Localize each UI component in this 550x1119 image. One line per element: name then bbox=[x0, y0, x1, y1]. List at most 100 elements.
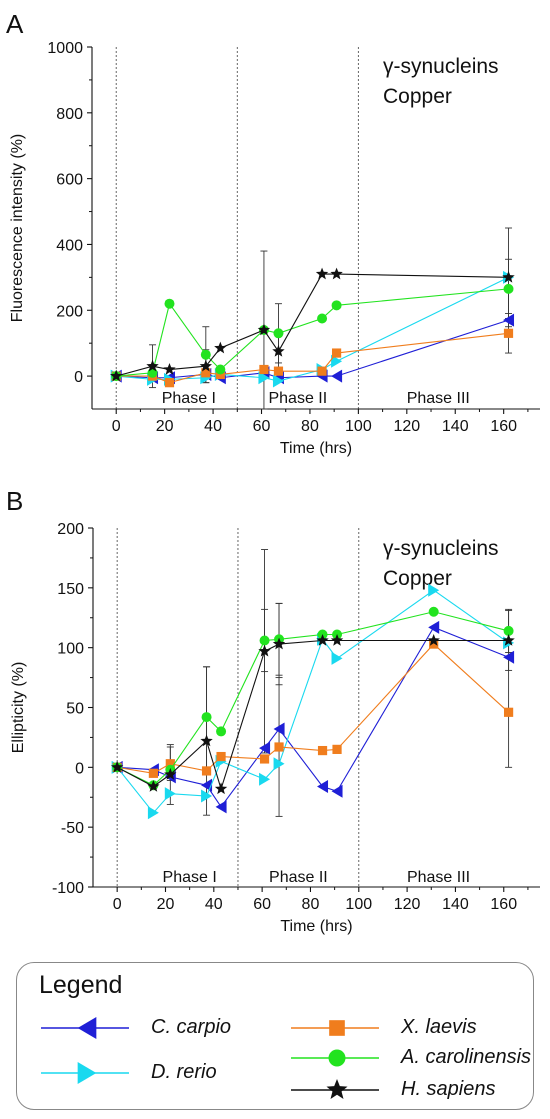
data-point-h-sapiens bbox=[272, 344, 285, 357]
data-point-x-laevis bbox=[201, 368, 211, 378]
legend-marker bbox=[77, 1061, 97, 1085]
phase-label: Phase II bbox=[269, 869, 328, 886]
data-point-a-carolinensis bbox=[273, 328, 284, 339]
y-tick-label: 200 bbox=[56, 303, 83, 320]
data-point-d-rerio bbox=[428, 583, 440, 597]
data-point-h-sapiens bbox=[502, 270, 515, 283]
data-point-h-sapiens bbox=[272, 637, 286, 650]
series-line-x-laevis bbox=[116, 332, 509, 384]
y-tick-label: 1000 bbox=[47, 40, 83, 57]
legend-label: D. rerio bbox=[151, 1061, 217, 1083]
y-tick-label: 400 bbox=[56, 237, 83, 254]
data-point-h-sapiens bbox=[147, 779, 160, 792]
chart-annotation: γ-synucleins bbox=[383, 537, 499, 560]
y-tick-label: -100 bbox=[52, 880, 84, 897]
x-tick-label: 0 bbox=[112, 418, 121, 435]
data-point-a-carolinensis bbox=[331, 300, 342, 311]
data-point-a-carolinensis bbox=[164, 298, 175, 309]
x-tick-label: 0 bbox=[113, 896, 122, 913]
x-tick-label: 80 bbox=[301, 418, 319, 435]
y-tick-label: -50 bbox=[61, 820, 84, 837]
panel-a-chart: A 0 200 400 600 800 1000 0 20 40 60 80 100 120 140 160 T… bbox=[6, 9, 540, 457]
data-point-x-laevis bbox=[259, 754, 270, 764]
x-tick-label: 100 bbox=[345, 896, 372, 913]
legend-swatch bbox=[291, 1049, 379, 1067]
chart-annotation: γ-synucleins bbox=[383, 55, 499, 78]
phase-label: Phase III bbox=[407, 869, 470, 886]
x-tick-label: 80 bbox=[302, 896, 320, 913]
data-point-x-laevis bbox=[317, 366, 327, 376]
phase-label: Phase I bbox=[163, 869, 217, 886]
data-point-x-laevis bbox=[165, 759, 175, 769]
y-axis-label: Ellipticity (%) bbox=[10, 662, 27, 754]
legend-entry-x-laevis: X. laevis bbox=[289, 1013, 539, 1043]
y-tick-label: 100 bbox=[57, 641, 84, 658]
panel-b-chart: B -100 -50 0 50 100 150 200 0 20 40 60 80 100 120 140 16… bbox=[6, 486, 540, 935]
x-tick-label: 100 bbox=[345, 418, 372, 435]
data-point-d-rerio bbox=[147, 806, 159, 820]
data-point-h-sapiens bbox=[258, 644, 271, 657]
data-point-d-rerio bbox=[331, 354, 343, 368]
data-point-a-carolinensis bbox=[215, 364, 226, 375]
y-tick-label: 150 bbox=[57, 581, 84, 598]
data-point-h-sapiens bbox=[110, 760, 124, 773]
series-line-a-carolinensis bbox=[116, 288, 509, 377]
data-point-h-sapiens bbox=[164, 768, 177, 780]
data-point-x-laevis bbox=[331, 348, 342, 358]
legend-entry-h-sapiens: H. sapiens bbox=[289, 1075, 539, 1105]
data-point-h-sapiens bbox=[214, 341, 227, 354]
data-point-h-sapiens bbox=[200, 734, 213, 747]
data-point-d-rerio bbox=[164, 787, 176, 801]
x-tick-label: 160 bbox=[490, 896, 517, 913]
data-point-a-carolinensis bbox=[201, 712, 212, 723]
data-point-h-sapiens bbox=[110, 369, 123, 382]
legend-entry-a-carolinensis: A. carolinensis bbox=[289, 1043, 539, 1073]
data-point-h-sapiens bbox=[315, 267, 329, 280]
data-point-d-rerio bbox=[331, 651, 343, 665]
y-tick-label: 50 bbox=[66, 701, 84, 718]
series-line-h-sapiens bbox=[116, 273, 509, 377]
legend: Legend C. carpio X. laevis D. rerio A. caro… bbox=[16, 962, 534, 1110]
data-point-c-carpio bbox=[317, 779, 329, 793]
data-point-a-carolinensis bbox=[147, 367, 158, 378]
x-tick-label: 40 bbox=[204, 418, 222, 435]
legend-label: H. sapiens bbox=[401, 1078, 496, 1100]
x-tick-label: 140 bbox=[442, 418, 469, 435]
x-tick-label: 140 bbox=[442, 896, 469, 913]
y-tick-label: 200 bbox=[57, 521, 84, 538]
data-point-x-laevis bbox=[274, 742, 284, 752]
legend-swatch bbox=[291, 1078, 379, 1099]
data-point-x-laevis bbox=[317, 745, 328, 756]
x-tick-label: 60 bbox=[253, 418, 271, 435]
data-point-d-rerio bbox=[273, 757, 285, 771]
data-point-c-carpio bbox=[428, 620, 440, 634]
data-point-h-sapiens bbox=[199, 359, 212, 372]
legend-swatch bbox=[291, 1020, 379, 1036]
data-point-a-carolinensis bbox=[503, 283, 514, 294]
data-point-x-laevis bbox=[201, 766, 212, 776]
legend-label: C. carpio bbox=[151, 1016, 232, 1038]
series-line-c-carpio bbox=[117, 626, 509, 808]
series-line-c-carpio bbox=[116, 319, 509, 379]
legend-swatch bbox=[41, 1061, 129, 1085]
x-tick-label: 160 bbox=[490, 418, 517, 435]
y-tick-label: 600 bbox=[56, 172, 83, 189]
data-point-x-laevis bbox=[216, 751, 226, 762]
phase-label: Phase II bbox=[268, 390, 327, 407]
data-point-h-sapiens bbox=[330, 633, 344, 646]
legend-marker bbox=[329, 1020, 345, 1036]
legend-label: A. carolinensis bbox=[401, 1046, 532, 1068]
phase-label: Phase I bbox=[162, 390, 216, 407]
data-point-x-laevis bbox=[503, 328, 514, 338]
data-point-a-carolinensis bbox=[317, 313, 328, 324]
legend-marker bbox=[77, 1016, 97, 1040]
series-line-d-rerio bbox=[116, 276, 509, 382]
data-point-x-laevis bbox=[273, 366, 284, 376]
data-point-c-carpio bbox=[273, 722, 285, 736]
x-tick-label: 20 bbox=[157, 896, 175, 913]
data-point-d-rerio bbox=[201, 789, 213, 803]
data-point-c-carpio bbox=[259, 741, 271, 755]
data-point-a-carolinensis bbox=[216, 726, 227, 737]
data-point-x-laevis bbox=[148, 768, 159, 778]
